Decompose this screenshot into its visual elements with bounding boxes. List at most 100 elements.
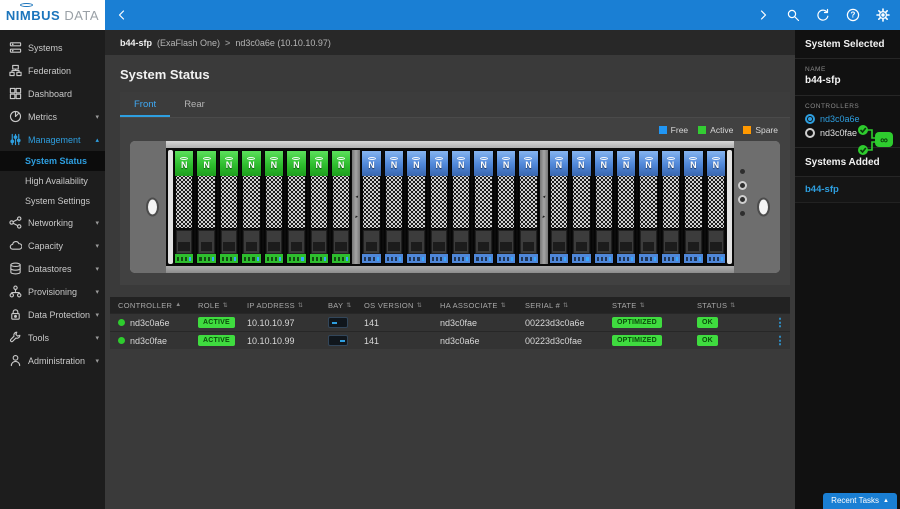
drive-bay-5[interactable]: N (263, 150, 285, 264)
nimbus-data-logo: NIMBUS DATA (6, 2, 99, 23)
sidebar-item-federation[interactable]: Federation (0, 59, 105, 82)
drive-bay-14[interactable]: N (473, 150, 494, 264)
sidebar-subitem-system-settings[interactable]: System Settings (25, 196, 91, 206)
chevron-right-icon[interactable] (756, 8, 770, 22)
drive-bay-15[interactable]: N (495, 150, 517, 264)
sidebar-item-tools[interactable]: Tools ▾ (0, 326, 105, 349)
drive-bay-24[interactable]: N (705, 150, 727, 264)
column-header-ha-associate[interactable]: HA ASSOCIATE ⇅ (440, 300, 506, 310)
legend-spare-swatch (743, 126, 752, 134)
column-header-controller[interactable]: CONTROLLER ▲ (118, 300, 182, 310)
column-header-os-version[interactable]: OS VERSION ⇅ (364, 300, 423, 310)
drive-cap: N (264, 151, 284, 176)
row-menu-button[interactable]: ⋮ (774, 335, 786, 347)
row-menu-button[interactable]: ⋮ (774, 317, 786, 329)
breadcrumb-system[interactable]: b44-sfp (120, 37, 153, 48)
sidebar-item-data-protection[interactable]: Data Protection ▾ (0, 303, 105, 326)
drive-bay-2[interactable]: N (196, 150, 217, 264)
controller-radio-nd3c0fae[interactable]: nd3c0fae (805, 128, 890, 138)
sidebar-item-dashboard[interactable]: Dashboard (0, 82, 105, 105)
sidebar-item-administration[interactable]: Administration ▾ (0, 349, 105, 372)
sidebar-item-systems[interactable]: Systems (0, 36, 105, 59)
drive-bay-19[interactable]: N (593, 150, 614, 264)
sidebar-item-management[interactable]: Management ▴ (0, 128, 105, 151)
svg-text:?: ? (851, 11, 856, 20)
sidebar-item-provisioning[interactable]: Provisioning ▾ (0, 280, 105, 303)
drive-mesh (265, 176, 283, 228)
drive-mesh (550, 176, 568, 228)
drive-bay-18[interactable]: N (571, 150, 592, 264)
federation-icon (9, 64, 22, 77)
logo-halo-icon (666, 157, 675, 160)
drive-bay-13[interactable]: N (451, 150, 472, 264)
drive-cap: N (407, 151, 426, 176)
drive-bay-3[interactable]: N (218, 150, 240, 264)
logo-halo-icon (479, 157, 488, 160)
mount-hole-icon (146, 197, 159, 217)
drive-latch (520, 230, 537, 254)
drive-bay-20[interactable]: N (615, 150, 637, 264)
column-header-serial-[interactable]: SERIAL # ⇅ (525, 300, 569, 310)
drive-bay-1[interactable]: N (174, 150, 195, 264)
logo-halo-icon (367, 157, 376, 160)
logo-halo-icon (412, 157, 421, 160)
recent-tasks-button[interactable]: Recent Tasks ▲ (823, 493, 897, 509)
column-header-role[interactable]: ROLE ⇅ (198, 300, 228, 310)
logo-halo-icon (225, 157, 234, 160)
drive-bay-23[interactable]: N (683, 150, 704, 264)
search-icon[interactable] (786, 8, 800, 22)
drive-bay-6[interactable]: N (286, 150, 307, 264)
drive-leds (684, 254, 703, 263)
bay-position-icon (328, 335, 348, 346)
drive-bay-21[interactable]: N (638, 150, 659, 264)
drive-leds (572, 254, 591, 263)
column-header-state[interactable]: STATE ⇅ (612, 300, 645, 310)
drive-bay-4[interactable]: N (241, 150, 262, 264)
drive-brand-letter: N (525, 160, 532, 170)
bay-cell (320, 335, 356, 346)
drive-latch (363, 230, 380, 254)
power-button-icon[interactable] (757, 197, 770, 217)
drive-bay-16[interactable]: N (518, 150, 539, 264)
column-header-bay[interactable]: BAY ⇅ (328, 300, 352, 310)
sidebar-collapse-button[interactable] (115, 8, 129, 22)
drive-mesh (176, 176, 193, 228)
refresh-icon[interactable] (816, 8, 830, 22)
drive-bay-17[interactable]: N (548, 150, 570, 264)
drive-bay-10[interactable]: N (383, 150, 405, 264)
drive-cap: N (197, 151, 216, 176)
drive-bay-9[interactable]: N (361, 150, 382, 264)
tab-rear[interactable]: Rear (184, 99, 205, 110)
sidebar-item-networking[interactable]: Networking ▾ (0, 211, 105, 234)
sidebar-subitem-high-availability[interactable]: High Availability (25, 176, 88, 186)
drive-mesh (685, 176, 702, 228)
drive-bay-8[interactable]: N (330, 150, 352, 264)
controller-name-cell[interactable]: nd3c0fae (110, 336, 190, 346)
drive-brand-letter: N (390, 160, 398, 170)
drive-bay-12[interactable]: N (428, 150, 450, 264)
logo-halo-icon (622, 157, 631, 160)
drive-leds (549, 254, 569, 263)
controller-name-cell[interactable]: nd3c0a6e (110, 318, 190, 328)
drive-bay-22[interactable]: N (660, 150, 682, 264)
drive-leds (474, 254, 493, 263)
drive-bay-11[interactable]: N (406, 150, 427, 264)
added-system-link-b44-sfp[interactable]: b44-sfp (795, 177, 900, 203)
drive-latch (685, 230, 702, 254)
drive-bay-7[interactable]: N (308, 150, 329, 264)
sidebar-item-capacity[interactable]: Capacity ▾ (0, 234, 105, 257)
controller-radio-nd3c0a6e[interactable]: nd3c0a6e (805, 114, 890, 124)
breadcrumb-controller[interactable]: nd3c0a6e (10.10.10.97) (235, 37, 331, 48)
sidebar-item-metrics[interactable]: Metrics ▾ (0, 105, 105, 128)
settings-icon[interactable] (876, 8, 890, 22)
column-header-status[interactable]: STATUS ⇅ (697, 300, 736, 310)
drive-latch (265, 230, 283, 254)
help-icon[interactable]: ? (846, 8, 860, 22)
controller-row-nd3c0fae: nd3c0fae ACTIVE 10.10.10.99 141 nd3c0a6e 0022… (110, 331, 790, 349)
drive-mesh (310, 176, 327, 228)
column-header-ip-address[interactable]: IP ADDRESS ⇅ (247, 300, 304, 310)
drive-latch (707, 230, 725, 254)
sidebar-item-datastores[interactable]: Datastores ▾ (0, 257, 105, 280)
sidebar-subitem-system-status[interactable]: System Status (0, 151, 105, 171)
tab-front[interactable]: Front (120, 92, 171, 117)
